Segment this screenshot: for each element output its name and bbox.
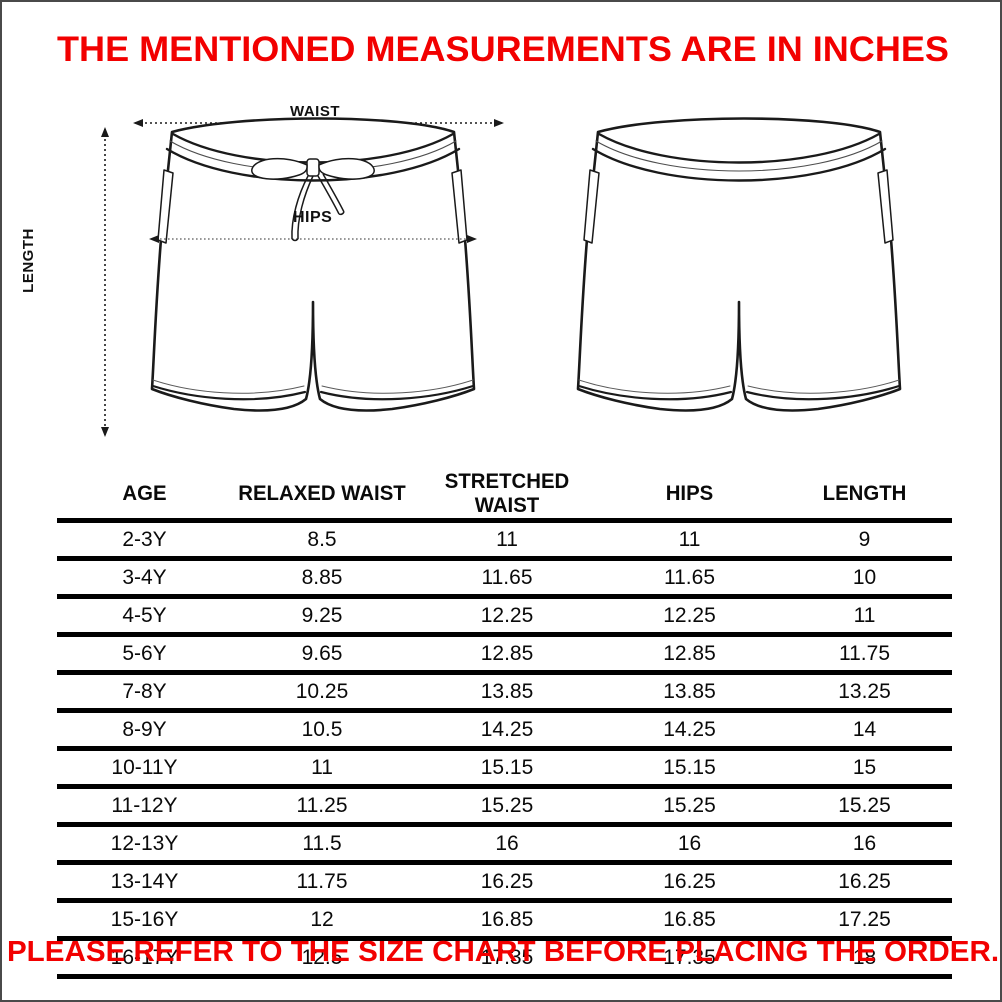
table-row: 15-16Y 12 16.85 16.85 17.25: [57, 901, 952, 939]
cell-length: 13.25: [838, 679, 891, 703]
cell-stretched-waist: 16.85: [480, 907, 534, 931]
cell-hips: 16.25: [663, 869, 716, 893]
column-header-length: LENGTH: [822, 482, 907, 505]
cell-hips: 15.25: [663, 793, 716, 817]
cell-hips: 11.65: [664, 565, 715, 589]
cell-stretched-waist: 13.85: [480, 679, 534, 703]
table-row: 11-12Y 11.25 15.25 15.25 15.25: [57, 787, 952, 825]
cell-length: 15: [852, 755, 877, 779]
cell-hips: 16.85: [663, 907, 716, 931]
cell-age: 2-3Y: [122, 527, 167, 551]
table-row: 16-17Y 12.5 17.35 17.35 18: [57, 939, 952, 977]
cell-age: 8-9Y: [122, 717, 167, 741]
cell-stretched-waist: 12.85: [480, 641, 534, 665]
cell-length: 18: [852, 945, 877, 969]
cell-age: 4-5Y: [122, 603, 167, 627]
hips-dimension-line: [149, 235, 477, 243]
cell-relaxed-waist: 11.5: [302, 831, 342, 855]
cell-stretched-waist: 17.35: [480, 945, 534, 969]
table-row: 4-5Y 9.25 12.25 12.25 11: [57, 597, 952, 635]
cell-age: 5-6Y: [122, 641, 167, 665]
shorts-illustration: WAIST HIPS LENGTH: [2, 97, 1000, 457]
cell-length: 14: [852, 717, 877, 741]
table-row: 8-9Y 10.5 14.25 14.25 14: [57, 711, 952, 749]
cell-stretched-waist: 11: [496, 527, 518, 551]
cell-age: 12-13Y: [110, 831, 179, 855]
cell-relaxed-waist: 9.65: [301, 641, 343, 665]
cell-age: 3-4Y: [122, 565, 167, 589]
drawstring-bow: [251, 157, 375, 242]
column-header-hips: HIPS: [665, 482, 714, 505]
column-header-relaxed-waist: RELAXED WAIST: [238, 482, 406, 505]
cell-age: 11-12Y: [111, 793, 178, 817]
cell-age: 16-17Y: [110, 945, 179, 969]
table-row: 3-4Y 8.85 11.65 11.65 10: [57, 559, 952, 597]
cell-length: 9: [858, 527, 871, 551]
cell-length: 10: [852, 565, 877, 589]
shorts-technical-drawing: [101, 117, 902, 437]
cell-length: 17.25: [838, 907, 891, 931]
waist-dimension-arrow: [133, 119, 504, 127]
cell-length: 15.25: [838, 793, 891, 817]
column-header-stretched-waist: STRETCHED WAIST: [444, 470, 570, 517]
size-chart-table: AGE RELAXED WAIST STRETCHED WAIST HIPS L…: [57, 470, 952, 979]
cell-relaxed-waist: 12: [310, 907, 334, 931]
cell-relaxed-waist: 11: [311, 755, 333, 779]
column-header-age: AGE: [122, 482, 167, 505]
cell-length: 11: [853, 603, 876, 627]
cell-length: 11.75: [839, 641, 890, 665]
page-title: THE MENTIONED MEASUREMENTS ARE IN INCHES: [57, 30, 949, 69]
cell-stretched-waist: 16.25: [480, 869, 534, 893]
cell-age: 15-16Y: [110, 907, 179, 931]
table-header: AGE RELAXED WAIST STRETCHED WAIST HIPS L…: [57, 470, 952, 521]
cell-hips: 11: [678, 527, 701, 551]
table-row: 13-14Y 11.75 16.25 16.25 16.25: [57, 863, 952, 901]
cell-hips: 15.15: [663, 755, 716, 779]
hips-label: HIPS: [293, 209, 333, 226]
cell-relaxed-waist: 8.5: [307, 527, 337, 551]
cell-relaxed-waist: 12.5: [301, 945, 343, 969]
table-row: 12-13Y 11.5 16 16 16: [57, 825, 952, 863]
table-row: 5-6Y 9.65 12.85 12.85 11.75: [57, 635, 952, 673]
table-row: 10-11Y 11 15.15 15.15 15: [57, 749, 952, 787]
cell-hips: 16: [677, 831, 702, 855]
cell-stretched-waist: 15.25: [480, 793, 534, 817]
shorts-back-view: [576, 117, 902, 412]
table-header-row: AGE RELAXED WAIST STRETCHED WAIST HIPS L…: [57, 470, 952, 521]
cell-age: 13-14Y: [110, 869, 179, 893]
cell-age: 10-11Y: [111, 755, 178, 779]
cell-relaxed-waist: 9.25: [301, 603, 343, 627]
table-row: 2-3Y 8.5 11 11 9: [57, 521, 952, 559]
cell-relaxed-waist: 10.5: [301, 717, 343, 741]
cell-age: 7-8Y: [122, 679, 167, 703]
cell-relaxed-waist: 11.75: [296, 869, 348, 893]
cell-hips: 12.25: [663, 603, 716, 627]
table-row: 7-8Y 10.25 13.85 13.85 13.25: [57, 673, 952, 711]
cell-hips: 12.85: [663, 641, 716, 665]
waist-label: WAIST: [290, 103, 340, 120]
length-label: LENGTH: [19, 228, 37, 293]
cell-stretched-waist: 14.25: [480, 717, 534, 741]
cell-relaxed-waist: 11.25: [296, 793, 348, 817]
footer-note: PLEASE REFER TO THE SIZE CHART BEFORE PL…: [6, 936, 1000, 968]
cell-stretched-waist: 15.15: [480, 755, 534, 779]
cell-relaxed-waist: 10.25: [295, 679, 349, 703]
cell-hips: 14.25: [663, 717, 716, 741]
cell-stretched-waist: 16: [495, 831, 519, 855]
cell-stretched-waist: 12.25: [480, 603, 534, 627]
cell-length: 16.25: [838, 869, 891, 893]
cell-relaxed-waist: 8.85: [301, 565, 343, 589]
table-body: 2-3Y 8.5 11 11 9 3-4Y 8.85 11.65 11.65 10 4-5Y 9.25…: [57, 521, 952, 977]
length-dimension-arrow: [101, 127, 109, 437]
shorts-front-view: [150, 117, 476, 412]
cell-length: 16: [852, 831, 877, 855]
cell-hips: 13.85: [663, 679, 716, 703]
cell-stretched-waist: 11.65: [481, 565, 533, 589]
cell-hips: 17.35: [663, 945, 716, 969]
